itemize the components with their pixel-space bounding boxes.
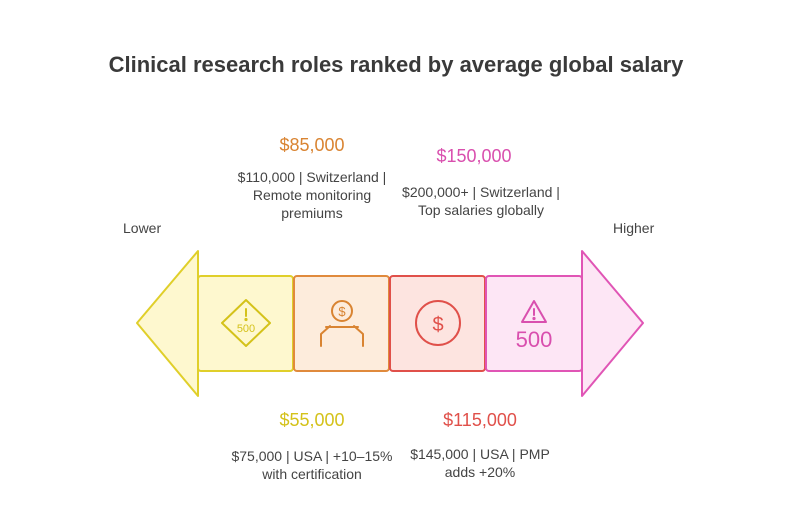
- segment-2-amount: $85,000: [279, 135, 345, 155]
- left-arrowhead: [136, 250, 199, 397]
- warning-triangle-500-icon: 500: [516, 300, 553, 352]
- warning-diamond-500-icon: 500: [221, 299, 271, 347]
- dollar-circle-icon: $: [415, 300, 461, 346]
- coin-hand-icon: $: [320, 300, 364, 347]
- segment-3-icon-text: $: [432, 314, 443, 336]
- segment-3-amount: $115,000: [443, 410, 517, 430]
- segment-4-box: [485, 275, 583, 372]
- segment-4-icon-text: 500: [516, 327, 553, 352]
- segment-2-box: [293, 275, 390, 372]
- segment-4-description: $200,000+ | Switzerland | Top salaries g…: [402, 184, 560, 218]
- segment-3-description: $145,000 | USA | PMP adds +20%: [410, 446, 550, 480]
- right-arrowhead: [581, 250, 644, 397]
- segment-2-description: $110,000 | Switzerland | Remote monitori…: [237, 169, 387, 221]
- diagram-title: Clinical research roles ranked by averag…: [108, 52, 684, 77]
- segment-2-icon-text: $: [338, 304, 346, 319]
- segment-4-amount: $150,000: [436, 146, 512, 166]
- segment-1-description: $75,000 | USA | +10–15% with certificati…: [231, 448, 393, 482]
- segment-1-icon-text: 500: [237, 323, 255, 335]
- segment-1-amount: $55,000: [279, 410, 345, 430]
- higher-label: Higher: [613, 220, 655, 236]
- lower-label: Lower: [123, 220, 162, 236]
